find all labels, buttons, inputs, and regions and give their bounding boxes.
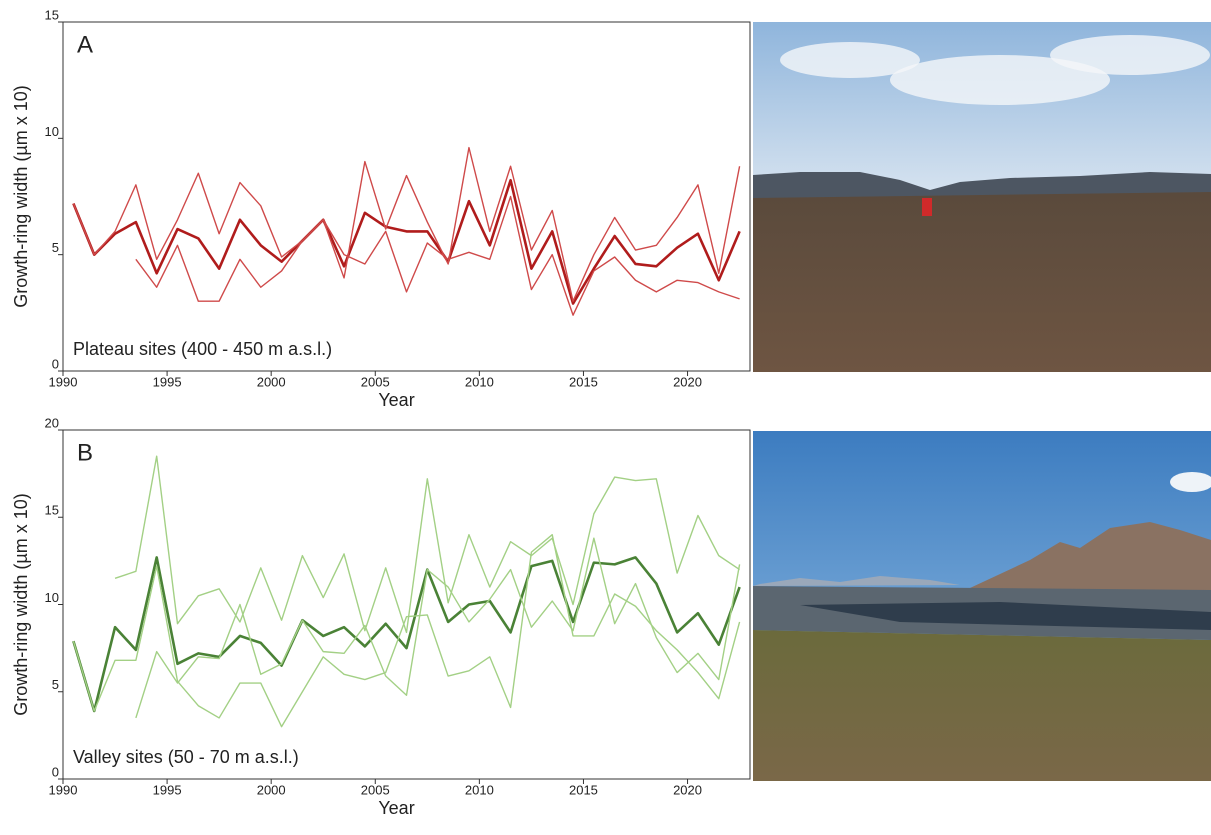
annotation: Plateau sites (400 - 450 m a.s.l.) <box>73 339 332 359</box>
x-tick-label: 1990 <box>49 374 78 389</box>
y-axis-title: Growth-ring width (µm x 10) <box>11 493 31 715</box>
x-tick-label: 2005 <box>361 782 390 797</box>
x-axis-title: Year <box>378 798 414 818</box>
panel-label: A <box>77 31 93 58</box>
x-tick-label: 2020 <box>673 374 702 389</box>
x-tick-label: 2005 <box>361 374 390 389</box>
x-tick-label: 2015 <box>569 782 598 797</box>
data-line <box>72 534 741 728</box>
x-tick-label: 1990 <box>49 782 78 797</box>
y-tick-label: 15 <box>45 7 59 22</box>
y-axis-title: Growth-ring width (µm x 10) <box>11 85 31 307</box>
y-tick-label: 5 <box>52 677 59 692</box>
y-tick-label: 0 <box>52 764 59 779</box>
data-line <box>135 195 740 316</box>
x-tick-label: 2015 <box>569 374 598 389</box>
data-line <box>135 537 741 719</box>
x-tick-label: 1995 <box>153 374 182 389</box>
x-tick-label: 1995 <box>153 782 182 797</box>
data-line <box>72 556 741 713</box>
data-line <box>114 455 740 634</box>
y-tick-label: 0 <box>52 356 59 371</box>
x-tick-label: 2000 <box>257 782 286 797</box>
y-tick-label: 10 <box>45 124 59 139</box>
photo-valley <box>753 431 1211 781</box>
x-tick-label: 2020 <box>673 782 702 797</box>
photo-plateau <box>753 22 1211 372</box>
y-tick-label: 10 <box>45 590 59 605</box>
y-tick-label: 20 <box>45 415 59 430</box>
x-tick-label: 2000 <box>257 374 286 389</box>
y-tick-label: 15 <box>45 503 59 518</box>
data-line <box>72 178 741 305</box>
x-tick-label: 2010 <box>465 782 494 797</box>
x-tick-label: 2010 <box>465 374 494 389</box>
plot-area <box>62 429 751 780</box>
panel-label: B <box>77 439 93 466</box>
plot-area <box>62 21 751 372</box>
x-axis-title: Year <box>378 390 414 410</box>
annotation: Valley sites (50 - 70 m a.s.l.) <box>73 747 299 767</box>
y-tick-label: 5 <box>52 240 59 255</box>
data-line <box>72 146 741 302</box>
